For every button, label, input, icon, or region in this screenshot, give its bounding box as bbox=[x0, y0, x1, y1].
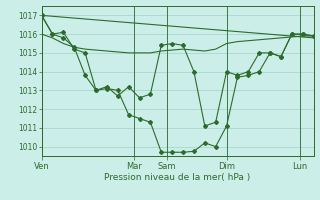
X-axis label: Pression niveau de la mer( hPa ): Pression niveau de la mer( hPa ) bbox=[104, 173, 251, 182]
